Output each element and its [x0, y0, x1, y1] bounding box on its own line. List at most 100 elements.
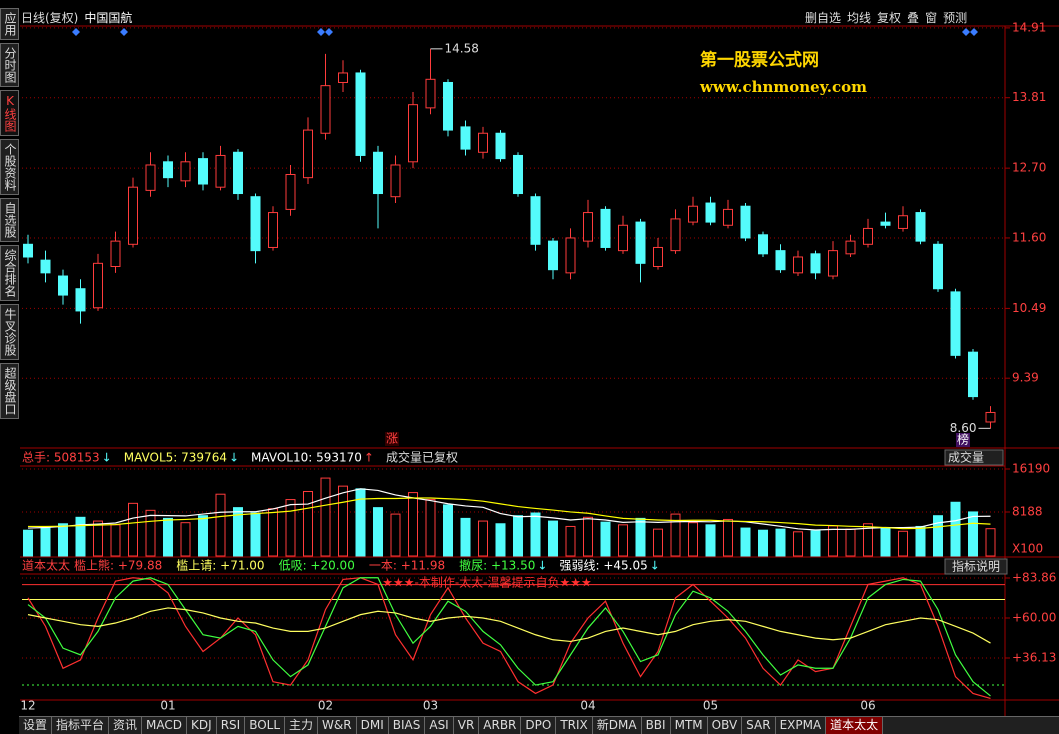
tab[interactable]: ARBR: [479, 717, 522, 734]
candle-body: [373, 151, 383, 195]
toolbar-button[interactable]: 删自选: [805, 10, 842, 25]
y-tick-label: 9.39: [1012, 371, 1039, 385]
y-tick-label: 12.70: [1012, 161, 1046, 175]
menu-button[interactable]: [944, 449, 1004, 466]
toolbar: 删自选 均线 复权叠窗预测: [805, 8, 967, 26]
volume-average-line: [28, 497, 991, 530]
candle-body: [863, 227, 873, 245]
low-label: 8.60: [950, 421, 977, 435]
legend-entry: 槛上请: +71.00: [176, 558, 264, 573]
candle-body: [758, 234, 768, 255]
legend-arrow: ↓: [229, 451, 239, 465]
toolbar-button[interactable]: 叠: [907, 10, 920, 25]
tab[interactable]: 设置: [19, 717, 53, 734]
badge: 涨: [386, 431, 398, 446]
legend-arrow: ↓: [650, 559, 660, 573]
volume-bar: [950, 501, 961, 557]
candle-body: [233, 151, 243, 195]
y-tick-label: +83.86: [1012, 570, 1056, 584]
volume-bar: [110, 524, 121, 557]
volume-bar: [600, 521, 611, 557]
high-label: 14.58: [445, 41, 479, 55]
tab[interactable]: 道本太太: [826, 717, 884, 734]
volume-bar: [740, 527, 751, 557]
volume-bar: [93, 520, 103, 557]
candle-body: [93, 262, 103, 309]
help-button[interactable]: [944, 558, 1008, 575]
tab[interactable]: BBI: [642, 717, 671, 734]
tab[interactable]: 资讯: [109, 717, 143, 734]
tab[interactable]: KDJ: [187, 717, 217, 734]
volume-bar: [863, 523, 873, 557]
volume-bar: [233, 507, 243, 557]
sidebar-tab[interactable]: 分时图: [0, 43, 19, 87]
sidebar-tab[interactable]: 自选股: [0, 198, 19, 242]
tab[interactable]: MTM: [671, 717, 708, 734]
volume-average-line: [27, 488, 991, 531]
tab[interactable]: SAR: [742, 717, 776, 734]
y-tick-label: +36.13: [1012, 650, 1056, 664]
watermark-title: 第一股票公式网: [700, 50, 819, 71]
toolbar-button[interactable]: 复权: [877, 10, 902, 25]
volume-bar: [23, 529, 33, 557]
tab[interactable]: 指标平台: [52, 717, 110, 734]
candle-body: [23, 243, 33, 258]
candle-body: [390, 164, 401, 198]
volume-bar: [250, 512, 261, 557]
legend-arrow: ↓: [102, 451, 112, 465]
legend-entry: 成交量已复权: [386, 450, 458, 465]
sidebar-tab[interactable]: 牛叉诊股: [0, 304, 19, 360]
volume-bar: [303, 491, 313, 557]
candle-body: [128, 186, 138, 245]
sidebar-tab[interactable]: K线图: [0, 90, 19, 136]
candle-body: [880, 221, 891, 226]
tab[interactable]: DMI: [357, 717, 389, 734]
tab[interactable]: 主力: [285, 717, 319, 734]
tab[interactable]: DPO: [521, 717, 557, 734]
tab[interactable]: BOLL: [245, 717, 286, 734]
tab[interactable]: RSI: [217, 717, 246, 734]
toolbar-button[interactable]: 窗: [925, 10, 938, 25]
volume-bar: [635, 517, 646, 557]
candle-body: [163, 161, 173, 179]
tab[interactable]: OBV: [708, 717, 743, 734]
tab[interactable]: ASI: [425, 717, 454, 734]
tab[interactable]: MACD: [142, 717, 188, 734]
sidebar-tab[interactable]: 超级盘口: [0, 363, 19, 419]
badge-bg: [385, 432, 399, 446]
volume-bar: [390, 513, 401, 557]
tab[interactable]: TRIX: [556, 717, 593, 734]
candle-body: [338, 72, 348, 83]
volume-bar: [460, 517, 471, 557]
toolbar-button[interactable]: 预测: [943, 10, 968, 25]
sidebar-tab[interactable]: 综合排名: [0, 245, 19, 301]
tab[interactable]: EXPMA: [776, 717, 827, 734]
watermark-url: www.chnmoney.com: [699, 78, 867, 96]
toolbar-button[interactable]: 均线: [847, 10, 872, 25]
candle-body: [653, 246, 663, 268]
sidebar-tab[interactable]: 应用: [0, 8, 19, 40]
x-tick-label: 02: [318, 699, 333, 713]
volume-bar: [758, 529, 768, 557]
volume-bar: [775, 528, 786, 557]
volume-bar: [40, 527, 51, 557]
volume-bar: [268, 508, 278, 557]
tab[interactable]: VR: [454, 717, 480, 734]
x-tick-label: 06: [860, 699, 875, 713]
candle-body: [58, 275, 68, 296]
y-tick-label: +60.00: [1012, 610, 1056, 624]
badge: 榜: [957, 432, 969, 447]
indicator-help[interactable]: 指标说明: [952, 559, 1000, 574]
sidebar-tab[interactable]: 个股资料: [0, 139, 19, 195]
legend-entry: MAVOL5: 739764: [124, 451, 227, 465]
tab[interactable]: 新DMA: [593, 717, 642, 734]
candle-body: [705, 202, 716, 223]
volume-bar: [618, 524, 628, 557]
volume-menu[interactable]: 成交量: [948, 450, 984, 465]
sidebar: 应用分时图 K线图个股资料自选股综合排名牛叉诊股超级盘口: [0, 8, 19, 419]
tab[interactable]: W&R: [318, 717, 357, 734]
tab[interactable]: BIAS: [389, 717, 426, 734]
x-tick-label: 03: [423, 699, 438, 713]
volume-bar: [705, 524, 716, 557]
